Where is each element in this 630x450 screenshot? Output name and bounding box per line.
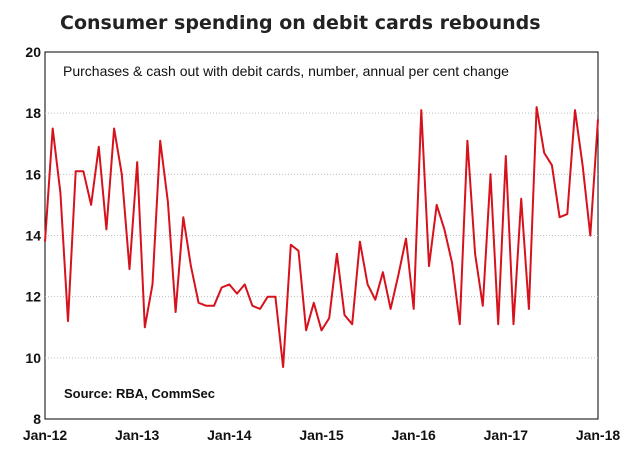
y-tick-label: 18 bbox=[25, 105, 41, 121]
x-axis-tick-labels: Jan-12 Jan-13 Jan-14 Jan-15 Jan-16 Jan-17 Jan-… bbox=[23, 427, 621, 443]
x-tick-label: Jan-14 bbox=[207, 427, 252, 443]
x-tick-label: Jan-15 bbox=[299, 427, 344, 443]
y-tick-label: 20 bbox=[25, 44, 41, 60]
y-tick-label: 14 bbox=[25, 228, 41, 244]
x-tick-label: Jan-17 bbox=[484, 427, 529, 443]
gridlines bbox=[45, 112, 598, 359]
x-tick-label: Jan-12 bbox=[23, 427, 68, 443]
chart-title: Consumer spending on debit cards rebound… bbox=[60, 12, 541, 34]
y-tick-label: 12 bbox=[25, 289, 41, 305]
y-tick-label: 10 bbox=[25, 350, 41, 366]
x-tick-label: Jan-18 bbox=[576, 427, 621, 443]
y-axis-tick-labels: 8 10 12 14 16 18 20 bbox=[25, 44, 41, 427]
y-tick-label: 16 bbox=[25, 166, 41, 182]
series-line bbox=[44, 106, 599, 368]
y-tick-label: 8 bbox=[33, 411, 41, 427]
chart-subtitle: Purchases & cash out with debit cards, n… bbox=[63, 63, 509, 79]
chart-source: Source: RBA, CommSec bbox=[64, 386, 215, 401]
x-tick-label: Jan-16 bbox=[391, 427, 436, 443]
x-tick-label: Jan-13 bbox=[115, 427, 160, 443]
